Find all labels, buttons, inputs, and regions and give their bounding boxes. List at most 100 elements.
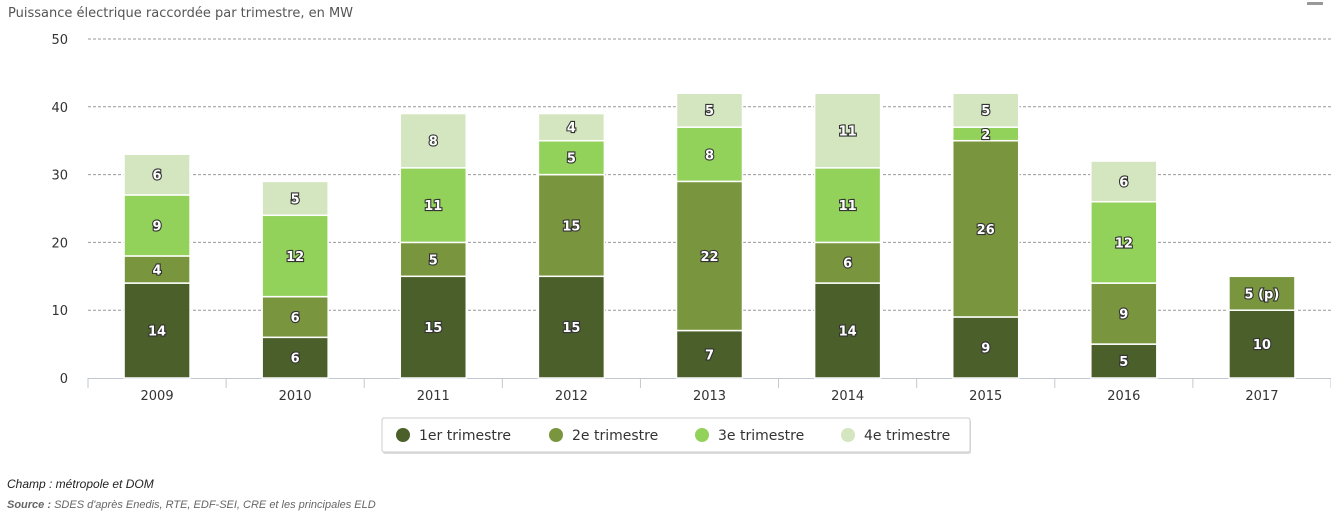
bar-segment[interactable] xyxy=(951,316,1020,379)
data-label: 22 xyxy=(700,250,718,265)
bar-segment[interactable] xyxy=(813,167,882,244)
data-label: 4 xyxy=(567,121,576,136)
data-label: 5 xyxy=(705,104,714,119)
data-label: 5 xyxy=(981,104,990,119)
data-label: 5 xyxy=(567,152,576,167)
bar-segment[interactable] xyxy=(123,282,191,379)
data-label: 15 xyxy=(562,219,580,234)
bar-segment[interactable] xyxy=(1090,160,1158,203)
legend-label[interactable]: 1er trimestre xyxy=(419,428,511,444)
bar-segment[interactable] xyxy=(261,336,329,379)
bar-segment[interactable] xyxy=(813,282,882,379)
x-tick-label: 2012 xyxy=(555,389,588,404)
bar-segment[interactable] xyxy=(537,275,606,379)
x-axis: 2009 2010 2011 2012 2013 2014 2015 2016 2017 xyxy=(87,378,1331,404)
data-label: 12 xyxy=(1115,236,1133,251)
data-label: 8 xyxy=(429,135,438,150)
x-tick-label: 2011 xyxy=(417,389,450,404)
data-label: 9 xyxy=(153,219,162,234)
bar-segment[interactable] xyxy=(261,295,329,339)
bar-segment[interactable] xyxy=(675,180,744,332)
data-label: 6 xyxy=(291,311,300,326)
legend-label[interactable]: 3e trimestre xyxy=(718,428,804,444)
bar-segment[interactable] xyxy=(1228,309,1296,379)
data-label: 5 xyxy=(291,192,300,207)
bar-segment[interactable] xyxy=(951,92,1020,128)
legend-swatch[interactable] xyxy=(396,428,410,442)
x-tick-label: 2013 xyxy=(693,389,726,404)
bar-segment[interactable] xyxy=(675,126,744,183)
data-label: 10 xyxy=(1253,338,1271,353)
legend-swatch[interactable] xyxy=(549,428,563,442)
data-label: 14 xyxy=(148,325,166,340)
source-text: SDES d'après Enedis, RTE, EDF-SEI, CRE e… xyxy=(51,499,376,511)
source-label: Source : xyxy=(7,499,52,511)
x-tick-label: 2015 xyxy=(969,389,1002,404)
bars: 14 4 9 6 6 6 12 5 15 5 11 8 15 15 5 4 7 22 8 5 14 6 11 11 9 26 2 5 5… xyxy=(123,92,1296,379)
data-label: 5 xyxy=(429,253,438,268)
bar-segment[interactable] xyxy=(537,173,606,278)
data-label: 9 xyxy=(1119,308,1128,323)
data-label: 15 xyxy=(562,321,580,336)
bar-segment[interactable] xyxy=(399,167,468,244)
x-tick-label: 2016 xyxy=(1107,389,1140,404)
data-label: 9 xyxy=(981,341,990,356)
bar-segment[interactable] xyxy=(1090,200,1158,284)
data-label: 11 xyxy=(839,199,857,214)
y-tick-label: 20 xyxy=(51,236,68,251)
data-label: 6 xyxy=(291,352,300,367)
data-label: 6 xyxy=(153,169,162,184)
data-label: 6 xyxy=(843,257,852,272)
data-label: 26 xyxy=(977,223,995,238)
y-tick-label: 10 xyxy=(51,304,68,319)
x-tick-label: 2017 xyxy=(1245,389,1278,404)
legend[interactable]: 1er trimestre 2e trimestre 3e trimestre 4e … xyxy=(381,417,971,454)
y-tick-label: 0 xyxy=(60,372,68,387)
data-label: 4 xyxy=(153,264,162,279)
y-axis: 0 10 20 30 40 50 xyxy=(51,33,68,387)
x-tick-label: 2009 xyxy=(141,389,174,404)
x-tick-label: 2010 xyxy=(279,389,312,404)
scope-note: Champ : métropole et DOM xyxy=(7,477,154,491)
bar-segment[interactable] xyxy=(675,329,744,379)
legend-swatch[interactable] xyxy=(841,428,855,442)
source-note: Source : SDES d'après Enedis, RTE, EDF-S… xyxy=(7,499,376,511)
data-label: 11 xyxy=(839,125,857,140)
x-tick-label: 2014 xyxy=(831,389,864,404)
data-label: 2 xyxy=(981,128,990,143)
data-label: 5 (p) xyxy=(1245,287,1280,302)
bar-segment[interactable] xyxy=(1090,282,1158,345)
y-tick-label: 30 xyxy=(51,169,68,184)
bar-segment[interactable] xyxy=(1090,343,1158,379)
legend-swatch[interactable] xyxy=(695,428,709,442)
bar-segment[interactable] xyxy=(399,112,468,169)
data-label: 15 xyxy=(424,321,442,336)
bar-segment[interactable] xyxy=(675,92,744,128)
bar-segment[interactable] xyxy=(399,241,468,278)
bar-segment[interactable] xyxy=(123,194,191,257)
menu-icon[interactable] xyxy=(1307,2,1323,5)
data-label: 7 xyxy=(705,348,714,363)
data-label: 12 xyxy=(286,250,304,265)
bar-segment[interactable] xyxy=(537,139,606,176)
bar-segment[interactable] xyxy=(537,112,606,142)
y-tick-label: 50 xyxy=(51,33,68,48)
bar-segment[interactable] xyxy=(813,241,882,284)
legend-label[interactable]: 4e trimestre xyxy=(864,428,950,444)
bar-segment[interactable] xyxy=(1228,275,1296,311)
chart-title: Puissance électrique raccordée par trime… xyxy=(8,6,353,21)
data-label: 8 xyxy=(705,148,714,163)
data-label: 6 xyxy=(1119,175,1128,190)
bar-segment[interactable] xyxy=(123,153,191,196)
chart: Puissance électrique raccordée par trime… xyxy=(8,6,1331,454)
y-tick-label: 40 xyxy=(51,101,68,116)
data-label: 5 xyxy=(1119,355,1128,370)
data-label: 14 xyxy=(839,325,857,340)
bar-segment[interactable] xyxy=(399,275,468,379)
bar-segment[interactable] xyxy=(261,180,329,217)
data-label: 11 xyxy=(424,199,442,214)
legend-label[interactable]: 2e trimestre xyxy=(572,428,658,444)
bar-segment[interactable] xyxy=(813,92,882,169)
bar-segment[interactable] xyxy=(951,139,1020,318)
legend-box xyxy=(381,417,971,453)
